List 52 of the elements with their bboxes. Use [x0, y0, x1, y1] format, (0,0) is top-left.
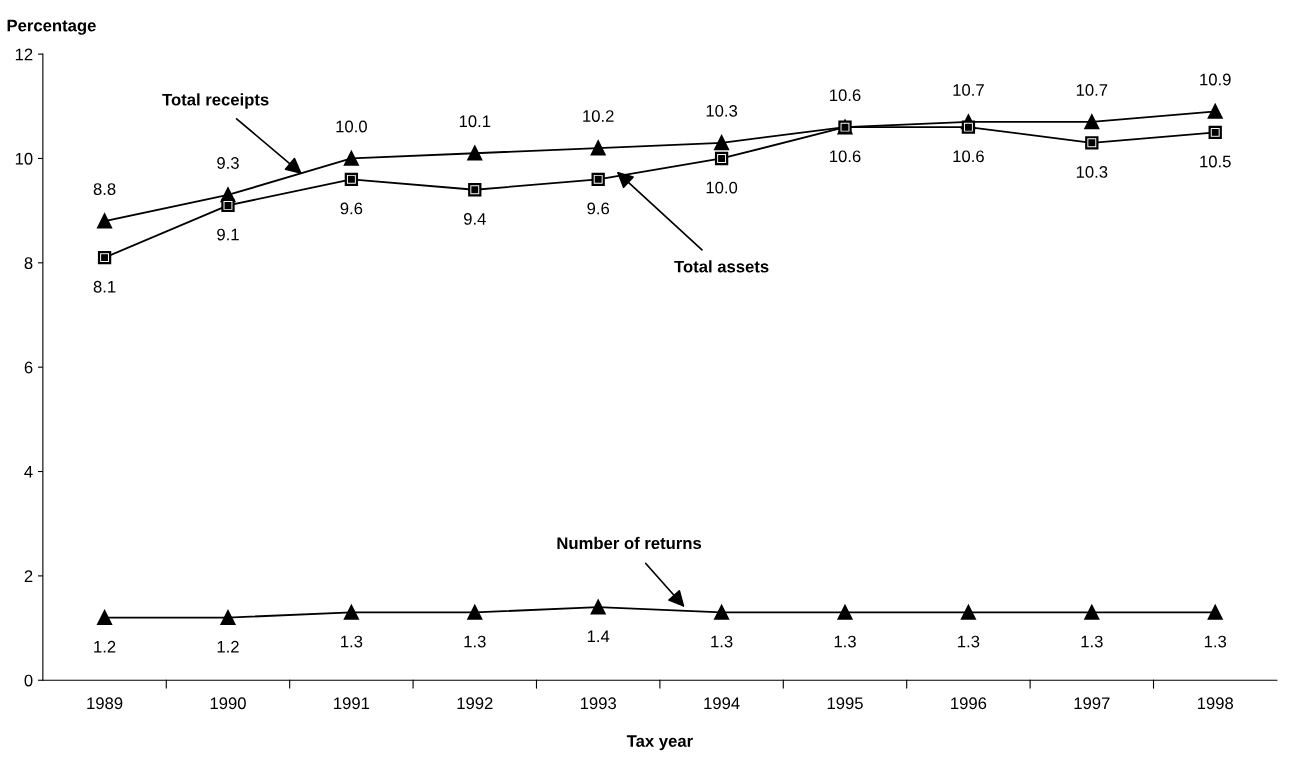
data-label: 9.3 [217, 157, 239, 169]
x-tick-label: 1993 [580, 697, 616, 710]
data-label: 1.3 [1081, 635, 1103, 648]
x-tick-label: 1995 [827, 697, 863, 710]
x-tick-label: 1992 [457, 697, 493, 710]
data-label: 10.6 [830, 89, 861, 102]
data-label: 1.3 [711, 635, 733, 648]
x-tick-label: 1991 [334, 697, 370, 710]
data-label: 1.2 [94, 640, 116, 653]
x-tick-label: 1998 [1197, 697, 1234, 710]
data-label: 9.4 [463, 213, 486, 225]
data-label: 1.3 [341, 635, 363, 648]
y-tick-label: 4 [24, 466, 33, 478]
data-label: 10.6 [830, 150, 861, 163]
x-tick-label: 1990 [210, 697, 246, 710]
data-label: 9.1 [217, 228, 239, 241]
data-label: 10.2 [583, 110, 614, 122]
data-label: 10.6 [953, 150, 984, 163]
data-label: 1.3 [464, 635, 486, 648]
data-label: 8.1 [93, 280, 116, 293]
y-tick-label: 6 [24, 361, 33, 374]
y-tick-label: 8 [24, 257, 33, 270]
data-label: 10.7 [1076, 84, 1108, 96]
data-label: 8.8 [93, 183, 116, 195]
annotation: Total receipts [162, 93, 269, 109]
data-label: 10.5 [1200, 155, 1231, 168]
data-label: 1.3 [834, 635, 856, 648]
data-label: 10.3 [706, 104, 738, 117]
data-label: 10.3 [1076, 166, 1108, 178]
y-tick-label: 2 [24, 570, 33, 582]
y-axis-title: Percentage [7, 19, 96, 35]
annotation: Total assets [674, 260, 769, 273]
y-tick-label: 12 [15, 48, 33, 61]
data-label: 10.0 [336, 120, 367, 133]
x-tick-label: 1994 [704, 697, 740, 710]
y-tick-label: 0 [24, 674, 33, 687]
data-label: 1.3 [958, 635, 980, 648]
data-label: 10.9 [1200, 73, 1231, 86]
x-tick-label: 1997 [1074, 697, 1110, 710]
data-label: 9.6 [587, 202, 610, 215]
x-tick-label: 1996 [951, 697, 987, 710]
data-label: 9.6 [340, 202, 363, 215]
y-tick-label: 10 [15, 152, 33, 165]
data-label: 10.0 [706, 181, 738, 194]
data-label: 1.4 [587, 630, 610, 643]
data-label: 10.1 [459, 115, 491, 128]
annotation: Number of returns [557, 536, 702, 550]
x-axis-title: Tax year [626, 735, 693, 751]
x-tick-label: 1989 [87, 697, 123, 710]
data-label: 10.7 [953, 84, 984, 96]
data-label: 1.2 [217, 640, 239, 653]
data-label: 1.3 [1204, 635, 1227, 648]
